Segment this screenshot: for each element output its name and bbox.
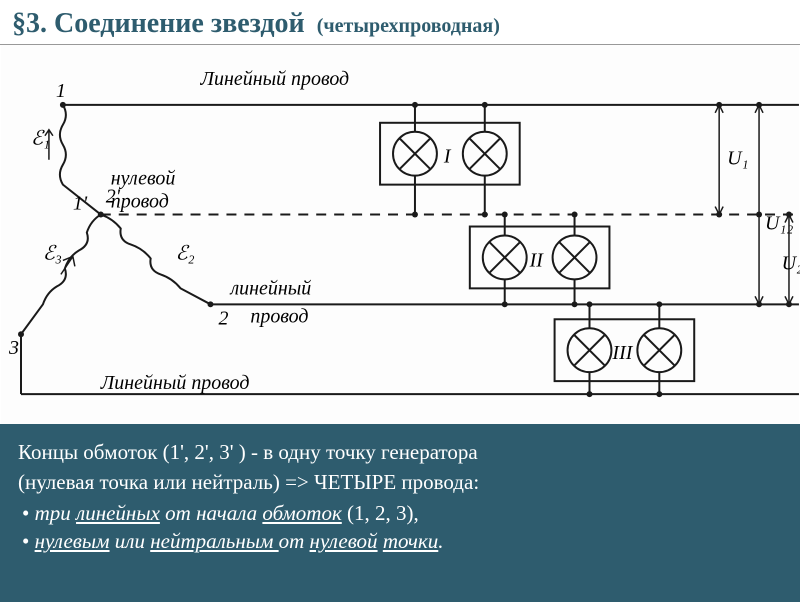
label-neutral-1: нулевой — [111, 168, 176, 190]
svg-text:III: III — [611, 342, 633, 364]
label-neutral-2: провод — [111, 191, 169, 213]
svg-text:U₁: U₁ — [727, 148, 748, 170]
cap-2a: (нулевая точка или нейтраль) => — [18, 470, 314, 494]
label-top-wire: Линейный провод — [200, 68, 350, 90]
circuit-diagram: Линейный провод 1 ℰ₁ 1' 2' ℰ₂ 2 ℰ₃ 3 нул… — [0, 44, 800, 424]
b1c: от — [160, 501, 196, 525]
bullet-2: • нулевым или нейтральным от нулевой точ… — [18, 527, 782, 555]
b1a: три — [35, 501, 76, 525]
node-3: 3 — [8, 337, 19, 359]
title-bar: §3. Соединение звездой (четырехпроводная… — [0, 0, 800, 44]
b2g: точки — [383, 529, 438, 553]
label-mid-2: провод — [250, 305, 308, 327]
node-1p: 1' — [73, 193, 88, 215]
b1e: обмоток — [262, 501, 341, 525]
cap-1b: в одну точку генератора — [263, 440, 478, 464]
b2a: нулевым — [35, 529, 110, 553]
diagram-svg: Линейный провод 1 ℰ₁ 1' 2' ℰ₂ 2 ℰ₃ 3 нул… — [0, 45, 800, 424]
label-e2: ℰ₂ — [176, 242, 195, 264]
svg-text:I: I — [443, 146, 452, 168]
label-mid-1: линейный — [229, 277, 311, 299]
label-bottom-wire: Линейный провод — [100, 372, 250, 394]
svg-text:U₂: U₂ — [782, 252, 800, 274]
label-e3: ℰ₃ — [43, 242, 62, 264]
cap-1a: Концы обмоток (1', 2', 3' ) - — [18, 440, 263, 464]
node-2: 2 — [218, 307, 228, 329]
b2c: нейтральным — [150, 529, 278, 553]
b2e: нулевой — [310, 529, 378, 553]
svg-text:II: II — [529, 249, 545, 271]
caption-line-2: (нулевая точка или нейтраль) => ЧЕТЫРЕ п… — [18, 468, 782, 496]
title-sub: (четырехпроводная) — [317, 15, 500, 37]
b2d: от — [279, 529, 310, 553]
caption-block: Концы обмоток (1', 2', 3' ) - в одну точ… — [0, 424, 800, 602]
bullet-1: • три линейных от начала обмоток (1, 2, … — [18, 499, 782, 527]
b2b: или — [110, 529, 151, 553]
node-1: 1 — [56, 80, 66, 102]
b1f: (1, 2, 3), — [342, 501, 419, 525]
cap-2b: ЧЕТЫРЕ провода: — [314, 470, 479, 494]
b1d: начала — [196, 501, 262, 525]
b2h: . — [438, 529, 443, 553]
b1b: линейных — [76, 501, 160, 525]
caption-line-1: Концы обмоток (1', 2', 3' ) - в одну точ… — [18, 438, 782, 466]
title-main: §3. Соединение звездой — [12, 8, 305, 39]
label-e1: ℰ₁ — [31, 128, 50, 150]
